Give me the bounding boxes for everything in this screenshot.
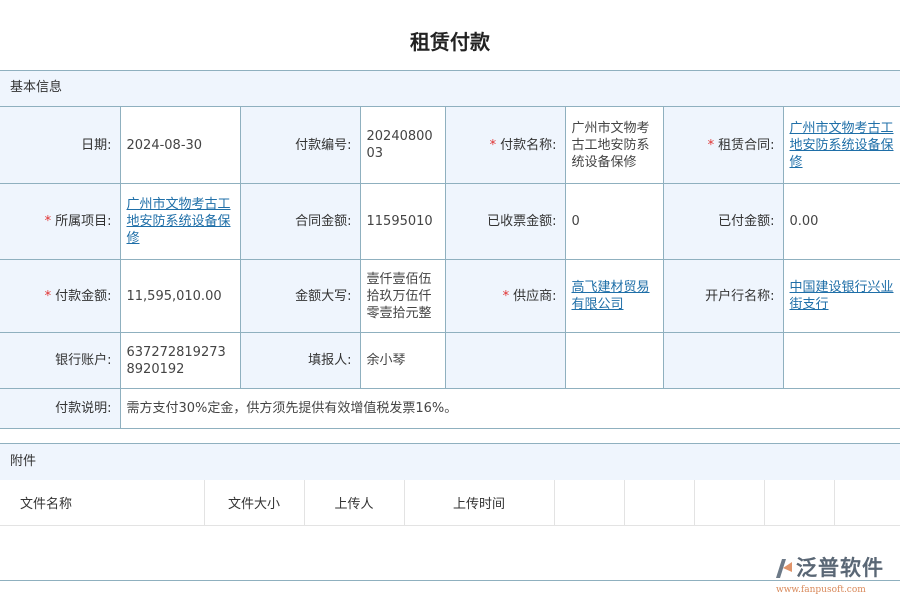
basic-info-header: 基本信息 <box>0 70 900 106</box>
payment-no-label: 付款编号: <box>239 106 361 184</box>
project-link[interactable]: 广州市文物考古工地安防系统设备保修 <box>126 197 231 246</box>
col-upload-time: 上传时间 <box>404 480 555 526</box>
amount-cn-label: 金额大写: <box>239 259 361 333</box>
supplier-label: * 供应商: <box>444 259 566 333</box>
lease-contract-link[interactable]: 广州市文物考古工地安防系统设备保修 <box>789 120 894 170</box>
col-file-size: 文件大小 <box>204 480 305 526</box>
remark-value: 需方支付30%定金，供方须先提供有效增值税发票16%。 <box>119 388 900 429</box>
project-label: * 所属项目: <box>0 183 121 260</box>
empty-value <box>564 332 664 389</box>
bank-link[interactable]: 中国建设银行兴业街支行 <box>789 280 894 312</box>
payment-name-value: 广州市文物考古工地安防系统设备保修 <box>564 106 664 184</box>
bottom-divider <box>0 580 900 581</box>
paid-amount-value: 0.00 <box>782 183 900 260</box>
remark-label: 付款说明: <box>0 388 121 429</box>
reporter-value: 余小琴 <box>359 332 446 389</box>
payment-name-label: * 付款名称: <box>444 106 566 184</box>
supplier-link[interactable]: 高飞建材贸易有限公司 <box>571 280 650 312</box>
amount-value: 11,595,010.00 <box>119 259 241 333</box>
amount-cn-value: 壹仟壹佰伍拾玖万伍仟零壹拾元整 <box>359 259 446 333</box>
empty-label <box>662 332 784 389</box>
fanpu-logo: 泛普软件 www.fanpusoft.com <box>770 552 895 598</box>
col-empty <box>624 480 695 526</box>
lease-contract-label: * 租赁合同: <box>662 106 784 184</box>
basic-info-table: 日期: 2024-08-30 付款编号: 2024080003 * 付款名称: 广… <box>0 106 900 429</box>
col-uploader: 上传人 <box>304 480 405 526</box>
bank-label: 开户行名称: <box>662 259 784 333</box>
attachments-header: 附件 <box>0 443 900 480</box>
account-label: 银行账户: <box>0 332 121 389</box>
col-empty <box>834 480 900 526</box>
logo-mark-icon <box>776 559 792 578</box>
col-empty <box>694 480 765 526</box>
contract-amount-value: 11595010 <box>359 183 446 260</box>
account-value: 6372728192738920192 <box>119 332 241 389</box>
payment-no-value: 2024080003 <box>359 106 446 184</box>
date-value: 2024-08-30 <box>119 106 241 184</box>
col-file-name: 文件名称 <box>0 480 205 526</box>
reporter-label: 填报人: <box>239 332 361 389</box>
date-label: 日期: <box>0 106 121 184</box>
amount-label: * 付款金额: <box>0 259 121 333</box>
col-empty <box>764 480 835 526</box>
col-empty <box>554 480 625 526</box>
empty-label <box>444 332 566 389</box>
attachments-table: 文件名称 文件大小 上传人 上传时间 <box>0 480 900 526</box>
invoiced-amount-value: 0 <box>564 183 664 260</box>
contract-amount-label: 合同金额: <box>239 183 361 260</box>
page-title: 租赁付款 <box>410 30 490 54</box>
empty-value <box>782 332 900 389</box>
paid-amount-label: 已付金额: <box>662 183 784 260</box>
invoiced-amount-label: 已收票金额: <box>444 183 566 260</box>
